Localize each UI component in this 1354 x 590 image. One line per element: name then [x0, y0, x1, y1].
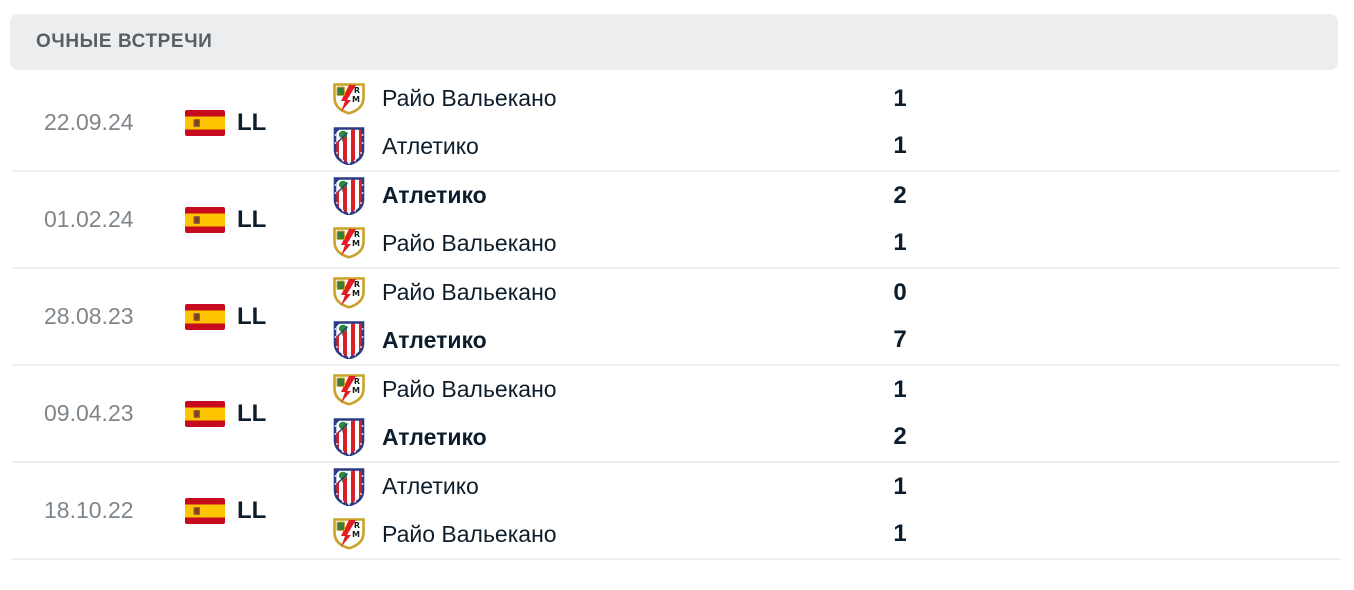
team-score: 1 [893, 84, 907, 112]
match-date: 22.09.24 [44, 109, 134, 135]
match-row[interactable]: 01.02.24 LL Атлетико 2 Райо Вальекано 1 [12, 172, 1340, 269]
team-name: Райо Вальекано [382, 229, 557, 256]
atletico-crest-icon [330, 177, 368, 215]
spain-flag-icon [185, 401, 225, 427]
home-team-line: Райо Вальекано 1 [330, 75, 1340, 123]
atletico-crest-icon [330, 321, 368, 359]
match-meta: 01.02.24 LL [12, 172, 330, 267]
team-name: Райо Вальекано [382, 376, 557, 403]
match-date: 09.04.23 [44, 400, 134, 426]
match-row[interactable]: 22.09.24 LL Райо Вальекано 1 Атлетико 1 [12, 75, 1340, 172]
away-team-line: Атлетико 2 [330, 414, 1340, 462]
match-meta: 28.08.23 LL [12, 269, 330, 364]
match-list: 22.09.24 LL Райо Вальекано 1 Атлетико 1 [0, 75, 1354, 560]
team-score: 2 [893, 423, 907, 451]
spain-flag-icon [185, 207, 225, 233]
home-team-line: Райо Вальекано 0 [330, 269, 1340, 317]
match-teams: Райо Вальекано 1 Атлетико 2 [330, 366, 1340, 461]
spain-flag-icon [185, 110, 225, 136]
match-row[interactable]: 18.10.22 LL Атлетико 1 Райо Вальекано 1 [12, 463, 1340, 560]
team-name: Райо Вальекано [382, 520, 557, 547]
away-team-line: Атлетико 1 [330, 123, 1340, 171]
team-name: Атлетико [382, 326, 487, 353]
match-row[interactable]: 28.08.23 LL Райо Вальекано 0 Атлетико 7 [12, 269, 1340, 366]
league-code: LL [237, 399, 267, 427]
rayo-vallecano-crest-icon [330, 277, 368, 309]
match-row[interactable]: 09.04.23 LL Райо Вальекано 1 Атлетико 2 [12, 366, 1340, 463]
match-meta: 22.09.24 LL [12, 75, 330, 170]
match-date: 18.10.22 [44, 497, 134, 523]
match-meta: 09.04.23 LL [12, 366, 330, 461]
atletico-crest-icon [330, 418, 368, 456]
home-team-line: Атлетико 1 [330, 463, 1340, 511]
atletico-crest-icon [330, 127, 368, 165]
team-name: Райо Вальекано [382, 85, 557, 112]
section-title: ОЧНЫЕ ВСТРЕЧИ [36, 31, 213, 52]
atletico-crest-icon [330, 468, 368, 506]
match-date: 01.02.24 [44, 206, 134, 232]
rayo-vallecano-crest-icon [330, 518, 368, 550]
away-team-line: Райо Вальекано 1 [330, 511, 1340, 559]
rayo-vallecano-crest-icon [330, 374, 368, 406]
team-score: 0 [893, 278, 907, 306]
team-score: 1 [893, 132, 907, 160]
match-meta: 18.10.22 LL [12, 463, 330, 558]
spain-flag-icon [185, 498, 225, 524]
home-team-line: Райо Вальекано 1 [330, 366, 1340, 414]
match-teams: Атлетико 1 Райо Вальекано 1 [330, 463, 1340, 558]
team-score: 1 [893, 520, 907, 548]
match-date: 28.08.23 [44, 303, 134, 329]
team-name: Райо Вальекано [382, 279, 557, 306]
home-team-line: Атлетико 2 [330, 172, 1340, 220]
team-score: 7 [893, 326, 907, 354]
league-code: LL [237, 496, 267, 524]
team-name: Атлетико [382, 473, 479, 500]
team-name: Атлетико [382, 132, 479, 159]
team-name: Атлетико [382, 423, 487, 450]
rayo-vallecano-crest-icon [330, 227, 368, 259]
team-name: Атлетико [382, 182, 487, 209]
league-code: LL [237, 302, 267, 330]
team-score: 1 [893, 472, 907, 500]
match-teams: Райо Вальекано 1 Атлетико 1 [330, 75, 1340, 170]
match-teams: Райо Вальекано 0 Атлетико 7 [330, 269, 1340, 364]
league-code: LL [237, 205, 267, 233]
spain-flag-icon [185, 304, 225, 330]
head-to-head-header: ОЧНЫЕ ВСТРЕЧИ [10, 14, 1338, 70]
team-score: 2 [893, 181, 907, 209]
match-teams: Атлетико 2 Райо Вальекано 1 [330, 172, 1340, 267]
rayo-vallecano-crest-icon [330, 83, 368, 115]
league-code: LL [237, 108, 267, 136]
team-score: 1 [893, 375, 907, 403]
team-score: 1 [893, 229, 907, 257]
away-team-line: Райо Вальекано 1 [330, 220, 1340, 268]
away-team-line: Атлетико 7 [330, 317, 1340, 365]
